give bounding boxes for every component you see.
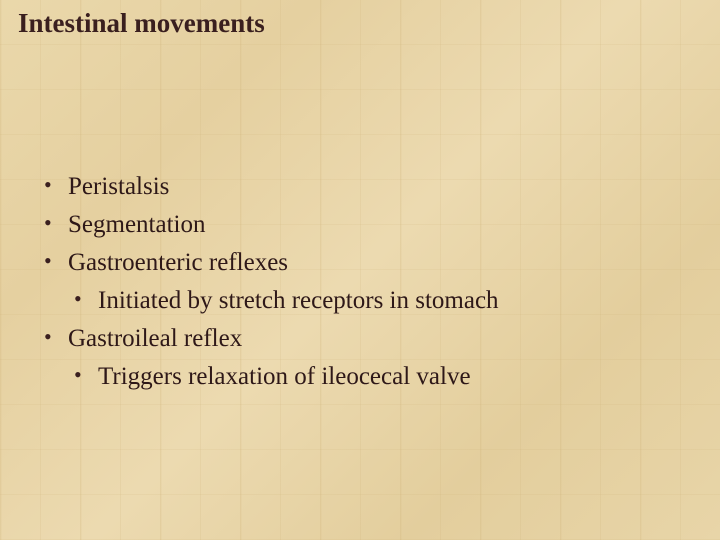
bullet-list: Peristalsis Segmentation Gastroenteric r… [38, 168, 690, 396]
list-item: Peristalsis [38, 168, 690, 206]
slide-title: Intestinal movements [18, 8, 265, 39]
list-item: Gastroileal reflex [38, 320, 690, 358]
list-item: Initiated by stretch receptors in stomac… [68, 282, 690, 320]
list-item: Triggers relaxation of ileocecal valve [68, 358, 690, 396]
slide: Intestinal movements Peristalsis Segment… [0, 0, 720, 540]
slide-content: Peristalsis Segmentation Gastroenteric r… [38, 168, 690, 396]
list-item: Segmentation [38, 206, 690, 244]
list-item: Gastroenteric reflexes [38, 244, 690, 282]
